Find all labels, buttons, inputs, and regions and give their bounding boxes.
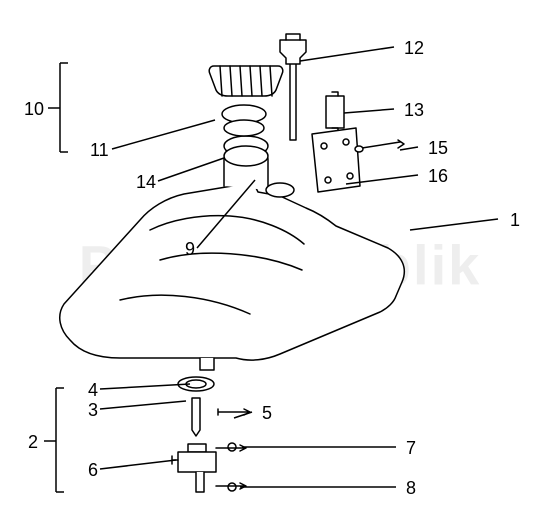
callout-13: 13: [404, 100, 424, 121]
callout-5: 5: [262, 403, 272, 424]
callout-9: 9: [185, 239, 195, 260]
callout-3: 3: [88, 400, 98, 421]
diagram-stage: PartsRepublik 12345678910111213141516: [0, 0, 560, 530]
callout-10: 10: [24, 99, 44, 120]
callout-7: 7: [406, 438, 416, 459]
callout-1: 1: [510, 210, 520, 231]
callout-16: 16: [428, 166, 448, 187]
diagram-svg: [0, 0, 560, 530]
callout-4: 4: [88, 380, 98, 401]
callout-15: 15: [428, 138, 448, 159]
callout-11: 11: [90, 140, 109, 161]
callout-14: 14: [136, 172, 156, 193]
callout-12: 12: [404, 38, 424, 59]
callout-2: 2: [28, 432, 38, 453]
callout-6: 6: [88, 460, 98, 481]
callout-8: 8: [406, 478, 416, 499]
